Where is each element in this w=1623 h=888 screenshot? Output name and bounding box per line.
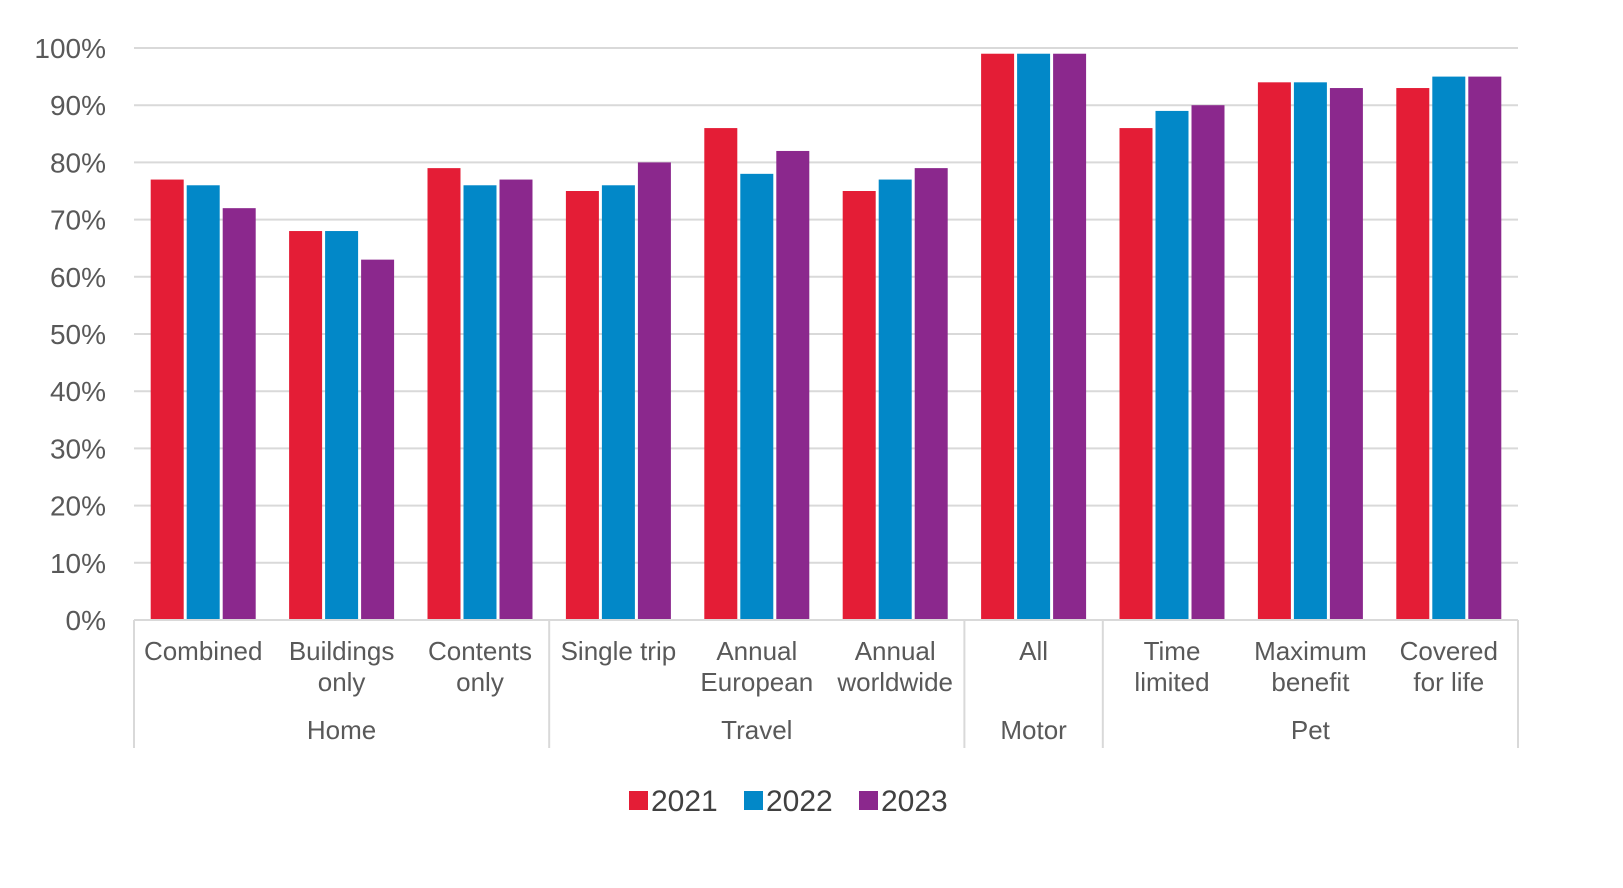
category-label: Covered for life — [1400, 636, 1498, 697]
y-tick-label: 90% — [50, 90, 106, 121]
legend-swatch-2023 — [859, 791, 878, 810]
group-label: Motor — [1000, 715, 1067, 745]
category-label-line: Combined — [144, 636, 263, 666]
bar-2023-9 — [1468, 76, 1502, 621]
bar-2023-2 — [499, 179, 533, 620]
legend-label-2023: 2023 — [881, 785, 948, 818]
category-label-line: only — [318, 667, 366, 697]
category-label: Combined — [144, 636, 263, 666]
bar-2023-8 — [1329, 88, 1363, 621]
category-label-line: All — [1019, 636, 1048, 666]
bar-2023-3 — [637, 162, 671, 620]
category-label-line: Covered — [1400, 636, 1498, 666]
bar-2022-1 — [325, 231, 359, 621]
group-label: Home — [307, 715, 376, 745]
bar-2023-4 — [776, 150, 810, 620]
legend-label-2022: 2022 — [766, 785, 833, 818]
bar-2021-7 — [1119, 128, 1153, 620]
bar-2022-3 — [601, 185, 635, 620]
y-axis: 0% 10% 20% 30% 40% 50% 60% 70% 80% 90% 100% — [34, 33, 106, 636]
bar-2023-7 — [1191, 105, 1225, 620]
category-label-line: worldwide — [836, 667, 953, 697]
group-label: Travel — [721, 715, 792, 745]
bar-2022-9 — [1432, 76, 1466, 621]
bar-2021-8 — [1257, 82, 1291, 620]
bar-2021-0 — [150, 179, 184, 620]
category-label: Annual European — [700, 636, 813, 697]
bar-2021-3 — [565, 191, 599, 620]
category-label-line: Annual — [716, 636, 797, 666]
category-label-line: Maximum — [1254, 636, 1367, 666]
bar-2022-6 — [1017, 53, 1051, 621]
y-tick-label: 0% — [66, 605, 106, 636]
y-tick-label: 70% — [50, 205, 106, 236]
category-label-line: Contents — [428, 636, 532, 666]
y-tick-label: 40% — [50, 376, 106, 407]
legend: 2021 2022 2023 — [629, 785, 948, 818]
bar-2023-5 — [914, 168, 948, 620]
y-tick-label: 10% — [50, 548, 106, 579]
bar-2022-8 — [1293, 82, 1327, 620]
category-label: Time limited — [1134, 636, 1209, 697]
legend-swatch-2021 — [629, 791, 648, 810]
y-tick-label: 30% — [50, 433, 106, 464]
y-tick-label: 80% — [50, 147, 106, 178]
bar-2023-6 — [1053, 53, 1087, 621]
bar-2021-1 — [289, 231, 323, 621]
group-label: Pet — [1291, 715, 1331, 745]
category-label: All — [1019, 636, 1048, 666]
bar-2021-9 — [1396, 88, 1430, 621]
category-label: Contents only — [428, 636, 532, 697]
category-label-line: Single trip — [561, 636, 677, 666]
bars — [150, 53, 1502, 621]
category-label-line: only — [456, 667, 504, 697]
bar-2022-5 — [878, 179, 912, 620]
category-label-line: benefit — [1271, 667, 1350, 697]
y-tick-label: 60% — [50, 262, 106, 293]
category-label: Maximum benefit — [1254, 636, 1367, 697]
bar-2021-2 — [427, 168, 461, 620]
category-label-line: Annual — [855, 636, 936, 666]
y-tick-label: 20% — [50, 491, 106, 522]
bar-2022-0 — [186, 185, 220, 620]
bar-2022-7 — [1155, 110, 1189, 621]
category-label: Buildings only — [289, 636, 395, 697]
bar-2021-4 — [704, 128, 738, 620]
y-tick-label: 50% — [50, 319, 106, 350]
category-label-line: for life — [1413, 667, 1484, 697]
legend-label-2021: 2021 — [651, 785, 718, 818]
bar-2021-5 — [842, 191, 876, 620]
y-tick-label: 100% — [34, 33, 106, 64]
category-label: Single trip — [561, 636, 677, 666]
bar-2022-4 — [740, 173, 774, 620]
bar-2023-0 — [222, 208, 256, 620]
category-label-line: Buildings — [289, 636, 395, 666]
legend-swatch-2022 — [744, 791, 763, 810]
category-label-line: European — [700, 667, 813, 697]
bar-2023-1 — [361, 259, 395, 620]
bar-2021-6 — [981, 53, 1015, 621]
bar-2022-2 — [463, 185, 497, 620]
category-label-line: Time — [1144, 636, 1201, 666]
category-label-line: limited — [1134, 667, 1209, 697]
category-label: Annual worldwide — [836, 636, 953, 697]
